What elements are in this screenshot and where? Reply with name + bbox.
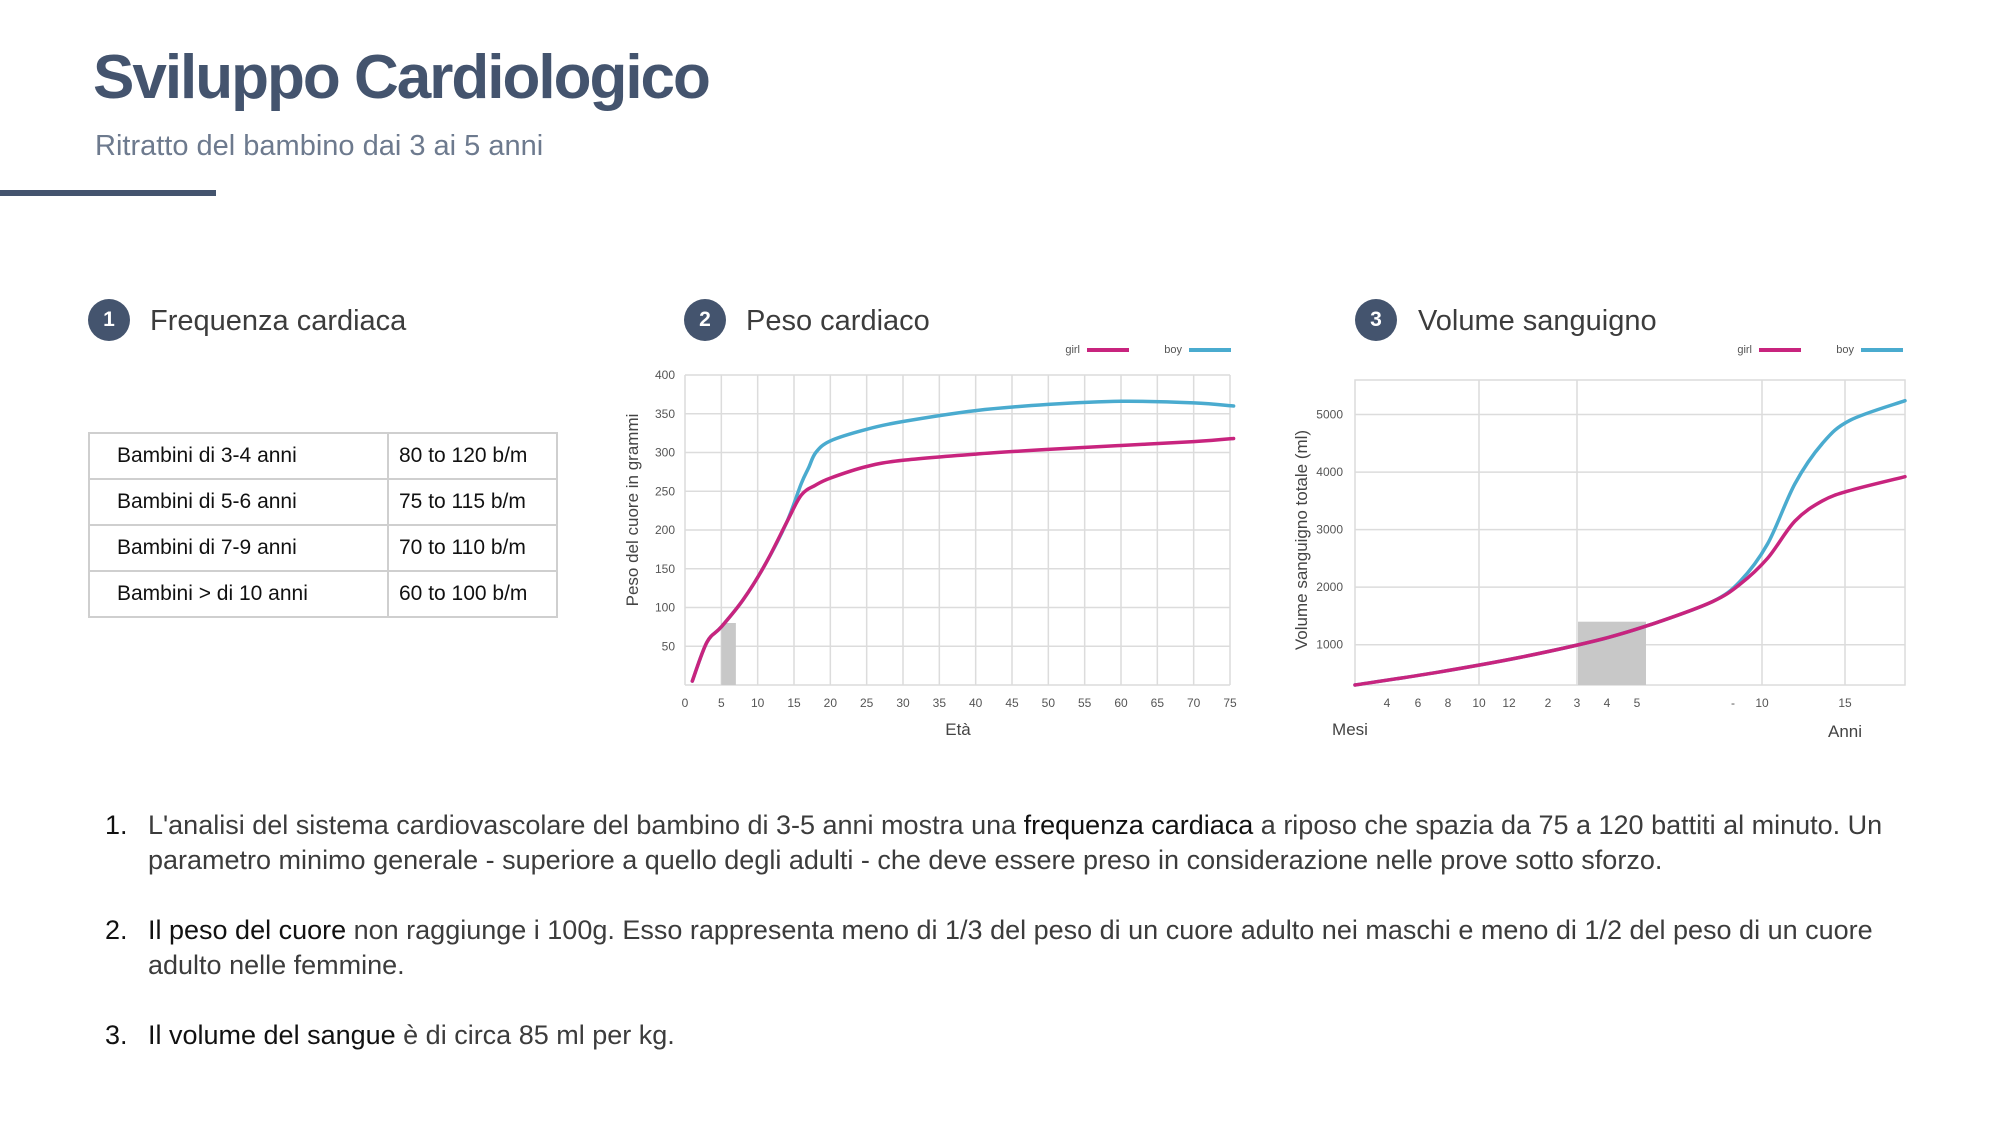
age-group-cell: Bambini di 5-6 anni	[88, 478, 389, 526]
table-row: Bambini di 3-4 anni 80 to 120 b/m	[88, 432, 558, 480]
age-highlight-band	[1578, 621, 1646, 685]
x-tick-label: 4	[1384, 696, 1391, 710]
title-underline	[0, 190, 216, 196]
note-text-post: non raggiunge i 100g. Esso rappresenta m…	[148, 915, 1873, 980]
section-1-badge: 1	[88, 299, 130, 341]
x-tick-label: 10	[1472, 696, 1486, 710]
x-tick-label: 65	[1151, 696, 1165, 710]
y-tick-label: 350	[655, 407, 675, 421]
y-tick-label: 200	[655, 523, 675, 537]
note-text-pre: L'analisi del sistema cardiovascolare de…	[148, 810, 1024, 840]
legend-girl-label: girl	[1065, 344, 1080, 356]
x-tick-label: 6	[1415, 696, 1422, 710]
blood-volume-chart: Volume sanguigno totale (ml) Mesi Anni g…	[1292, 344, 1907, 741]
x-tick-label: -	[1731, 696, 1735, 710]
legend-boy-label: boy	[1836, 344, 1854, 356]
rate-cell: 75 to 115 b/m	[387, 478, 558, 526]
note-highlight: Il volume del sangue	[148, 1020, 396, 1050]
list-item: 3. Il volume del sangue è di circa 85 ml…	[105, 1018, 1905, 1053]
note-number: 2.	[105, 915, 128, 945]
y-tick-label: 150	[655, 562, 675, 576]
x-axis-label: Età	[945, 720, 971, 739]
x-axis-label-mesi: Mesi	[1332, 720, 1368, 739]
age-group-cell: Bambini > di 10 anni	[88, 570, 389, 618]
x-tick-label: 12	[1502, 696, 1516, 710]
notes-list: 1. L'analisi del sistema cardiovascolare…	[105, 808, 1905, 1088]
table-row: Bambini > di 10 anni 60 to 100 b/m	[88, 570, 558, 618]
y-tick-label: 1000	[1316, 638, 1343, 652]
rate-cell: 60 to 100 b/m	[387, 570, 558, 618]
list-item: 2. Il peso del cuore non raggiunge i 100…	[105, 913, 1905, 983]
x-tick-label: 20	[824, 696, 838, 710]
note-highlight: Il peso del cuore	[148, 915, 347, 945]
section-2-badge: 2	[684, 299, 726, 341]
x-tick-label: 15	[1838, 696, 1852, 710]
x-tick-label: 15	[787, 696, 801, 710]
x-tick-label: 50	[1042, 696, 1056, 710]
x-tick-label: 75	[1223, 696, 1237, 710]
section-1-title: Frequenza cardiaca	[150, 305, 407, 337]
x-tick-label: 35	[933, 696, 947, 710]
series-line-girl	[690, 436, 1236, 683]
x-tick-label: 4	[1604, 696, 1611, 710]
heart-weight-chart: Peso del cuore in grammi Età girl boy 0 5…	[623, 344, 1237, 739]
y-tick-label: 250	[655, 484, 675, 498]
note-text-post: è di circa 85 ml per kg.	[395, 1020, 675, 1050]
list-item: 1. L'analisi del sistema cardiovascolare…	[105, 808, 1905, 878]
x-tick-label: 30	[896, 696, 910, 710]
x-tick-label: 10	[1755, 696, 1769, 710]
note-highlight: frequenza cardiaca	[1023, 810, 1254, 840]
x-tick-label: 55	[1078, 696, 1092, 710]
x-tick-label: 2	[1545, 696, 1552, 710]
section-3-badge: 3	[1355, 299, 1397, 341]
y-tick-label: 3000	[1316, 523, 1343, 537]
age-group-cell: Bambini di 3-4 anni	[88, 432, 389, 480]
x-tick-label: 8	[1445, 696, 1452, 710]
section-3-title: Volume sanguigno	[1418, 305, 1657, 337]
y-tick-label: 300	[655, 446, 675, 460]
x-tick-label: 70	[1187, 696, 1201, 710]
y-tick-label: 100	[655, 601, 675, 615]
y-tick-label: 2000	[1316, 580, 1343, 594]
age-group-cell: Bambini di 7-9 anni	[88, 524, 389, 572]
table-row: Bambini di 7-9 anni 70 to 110 b/m	[88, 524, 558, 572]
section-2-title: Peso cardiaco	[746, 305, 930, 337]
note-number: 3.	[105, 1020, 128, 1050]
series-line-girl	[1353, 474, 1907, 687]
x-tick-label: 40	[969, 696, 983, 710]
x-tick-label: 0	[682, 696, 689, 710]
x-tick-label: 25	[860, 696, 874, 710]
y-axis-label: Peso del cuore in grammi	[623, 414, 642, 607]
y-tick-label: 4000	[1316, 465, 1343, 479]
note-text-post: a riposo che spazia da 75 a 120 battiti …	[148, 810, 1883, 875]
x-tick-label: 3	[1574, 696, 1581, 710]
x-tick-label: 5	[1634, 696, 1641, 710]
y-tick-label: 400	[655, 368, 675, 382]
age-highlight-band	[721, 623, 736, 685]
y-tick-label: 50	[662, 639, 676, 653]
x-tick-label: 60	[1114, 696, 1128, 710]
x-tick-label: 45	[1005, 696, 1019, 710]
table-row: Bambini di 5-6 anni 75 to 115 b/m	[88, 478, 558, 526]
x-tick-label: 5	[718, 696, 725, 710]
rate-cell: 80 to 120 b/m	[387, 432, 558, 480]
rate-cell: 70 to 110 b/m	[387, 524, 558, 572]
page-subtitle: Ritratto del bambino dai 3 ai 5 anni	[95, 130, 544, 162]
note-number: 1.	[105, 810, 128, 840]
y-axis-label: Volume sanguigno totale (ml)	[1292, 430, 1311, 650]
x-tick-label: 10	[751, 696, 765, 710]
legend-boy-label: boy	[1164, 344, 1182, 356]
legend-girl-label: girl	[1737, 344, 1752, 356]
chart-grid	[684, 374, 1231, 686]
y-tick-label: 5000	[1316, 408, 1343, 422]
x-axis-label-anni: Anni	[1828, 722, 1862, 741]
page-title: Sviluppo Cardiologico	[93, 43, 711, 112]
heart-rate-table: Bambini di 3-4 anni 80 to 120 b/m Bambin…	[88, 432, 558, 618]
